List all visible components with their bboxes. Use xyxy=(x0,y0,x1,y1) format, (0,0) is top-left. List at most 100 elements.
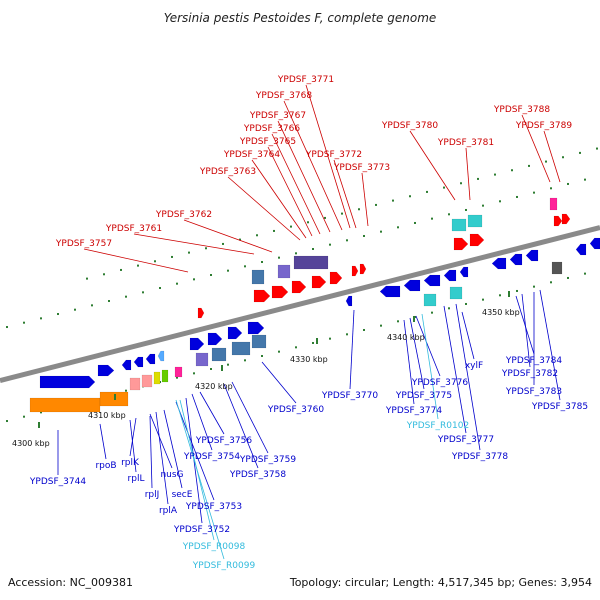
track-dot xyxy=(91,304,93,307)
top-gene-label: YPDSF_3762 xyxy=(155,210,212,220)
track-dot xyxy=(426,190,428,193)
track-dot xyxy=(392,199,394,202)
bottom-gene-label: YPDSF_R0099 xyxy=(192,561,256,571)
top-gene-label: YPDSF_3772 xyxy=(305,150,362,160)
track-dot xyxy=(584,272,586,275)
track-dot xyxy=(103,273,105,276)
label-leader xyxy=(521,114,551,183)
track-dot xyxy=(120,268,122,271)
gene-feature xyxy=(277,264,291,279)
track-dot xyxy=(290,225,292,228)
label-leader xyxy=(539,289,561,401)
track-dot xyxy=(584,178,586,181)
top-gene-label: YPDSF_3764 xyxy=(223,150,280,160)
track-dot xyxy=(567,182,569,185)
label-leader xyxy=(175,399,225,560)
label-leader xyxy=(461,311,475,360)
gene-feature xyxy=(345,295,353,307)
gene-feature xyxy=(227,326,243,340)
track-dot xyxy=(358,208,360,211)
top-gene-label: YPDSF_3768 xyxy=(255,91,312,101)
track-dot xyxy=(40,317,42,320)
top-gene-label: YPDSF_3789 xyxy=(515,121,572,131)
track-dot xyxy=(380,324,382,327)
scale-tick-label: 4340 kbp xyxy=(387,333,425,342)
track-dot xyxy=(380,230,382,233)
label-leader xyxy=(543,130,561,183)
track-dot xyxy=(6,420,8,423)
track-dot xyxy=(176,376,178,379)
gene-feature xyxy=(207,332,223,346)
track-dot xyxy=(477,177,479,180)
track-dot xyxy=(278,350,280,353)
track-dot xyxy=(346,239,348,242)
track-dot xyxy=(431,217,433,220)
top-gene-label: YPDSF_3766 xyxy=(243,124,300,134)
track-dot xyxy=(239,238,241,241)
bottom-gene-label: YPDSF_3759 xyxy=(239,455,296,465)
track-dot xyxy=(596,147,598,150)
bottom-gene-label: YPDSF_R0098 xyxy=(182,542,246,552)
label-leader xyxy=(83,248,189,273)
gene-feature xyxy=(329,271,343,285)
track-dot xyxy=(23,415,25,418)
scale-tick-label: 4350 kbp xyxy=(482,308,520,317)
scale-ticks: 4300 kbp 4310 kbp 4320 kbp 4330 kbp 4340 kbp… xyxy=(12,291,520,448)
label-leader xyxy=(99,423,107,460)
gene-feature xyxy=(29,397,101,413)
label-leader xyxy=(223,383,259,469)
bottom-gene-label: YPDSF_3744 xyxy=(29,477,86,487)
track-dot xyxy=(227,269,229,272)
top-gene-label: YPDSF_3788 xyxy=(493,105,550,115)
bottom-gene-label: YPDSF_3777 xyxy=(437,435,494,445)
track-dot xyxy=(125,389,127,392)
track-dot xyxy=(312,247,314,250)
gene-feature xyxy=(141,374,153,388)
track-dot xyxy=(256,234,258,237)
gene-feature xyxy=(153,371,161,385)
track-dot xyxy=(210,368,212,370)
track-dot xyxy=(431,311,433,314)
gene-feature xyxy=(293,255,329,270)
label-leader xyxy=(129,419,137,473)
track-dot xyxy=(511,169,513,172)
scale-tick-label: 4320 kbp xyxy=(195,382,233,391)
gene-feature xyxy=(561,213,571,225)
gene-feature xyxy=(253,289,271,303)
track-dot xyxy=(341,212,343,215)
top-gene-label: YPDSF_3771 xyxy=(277,75,334,85)
track-dot xyxy=(108,300,110,303)
bottom-gene-label: YPDSF_3785 xyxy=(531,402,588,412)
track-dot xyxy=(329,243,331,246)
gene-feature xyxy=(251,334,267,349)
gene-feature xyxy=(311,275,327,289)
gene-feature xyxy=(459,266,469,278)
label-leader xyxy=(409,317,425,390)
feature-labels: YPDSF_3771 YPDSF_3768 YPDSF_3767 YPDSF_3766… xyxy=(29,75,588,571)
label-leader xyxy=(261,361,297,404)
bottom-gene-label: YPDSF_3778 xyxy=(451,452,508,462)
scale-tick-label: 4330 kbp xyxy=(290,355,328,364)
bottom-gene-label: rplK xyxy=(121,458,140,468)
gene-feature xyxy=(491,257,507,270)
label-leader xyxy=(129,417,137,457)
label-leader xyxy=(183,219,273,253)
track-dot xyxy=(448,307,450,310)
label-leader xyxy=(455,303,481,451)
gene-feature xyxy=(247,321,265,335)
scale-tick-label: 4310 kbp xyxy=(88,411,126,420)
bottom-gene-label: YPDSF_3754 xyxy=(183,452,240,462)
track-dot xyxy=(86,277,88,280)
track-dot xyxy=(499,200,501,203)
gene-feature xyxy=(174,366,183,378)
gene-feature xyxy=(403,279,421,292)
top-gene-label: YPDSF_3765 xyxy=(239,137,296,147)
label-leaders xyxy=(57,84,561,560)
track-dot xyxy=(159,287,161,290)
track-dot xyxy=(397,320,399,323)
track-dot xyxy=(562,156,564,159)
summary-text: Topology: circular; Length: 4,517,345 bp… xyxy=(289,576,592,589)
gene-feature xyxy=(423,274,441,287)
label-leader xyxy=(231,381,269,454)
label-leader xyxy=(251,159,307,239)
